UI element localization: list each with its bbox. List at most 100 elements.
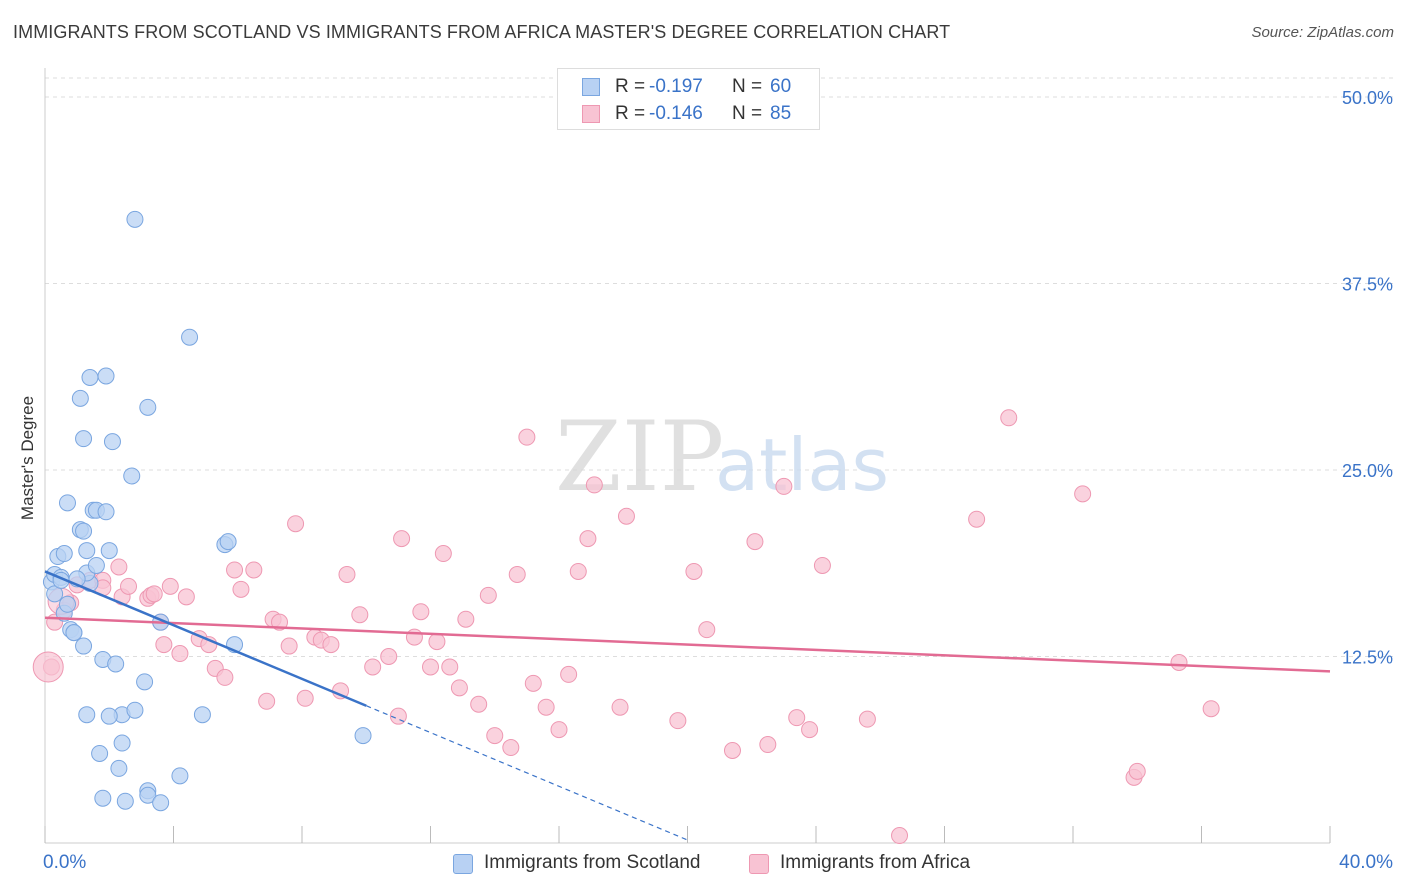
- scotland-point: [100, 707, 118, 725]
- africa-point: [412, 603, 430, 621]
- scotland-point: [75, 637, 93, 655]
- scotland-points: [42, 210, 372, 812]
- africa-point: [280, 637, 298, 655]
- bottom-legend-swatch-scotland: [453, 854, 473, 874]
- legend-swatch-scotland: [582, 78, 600, 96]
- scotland-point: [193, 706, 211, 724]
- africa-point: [171, 645, 189, 663]
- africa-point: [177, 588, 195, 606]
- africa-point: [245, 561, 263, 579]
- scotland-point: [55, 545, 73, 563]
- africa-point: [788, 709, 806, 727]
- africa-point: [322, 636, 340, 654]
- africa-point: [508, 565, 526, 583]
- x-tick-label-max: 40.0%: [1339, 852, 1393, 873]
- scotland-point: [107, 655, 125, 673]
- africa-point: [813, 556, 831, 574]
- bottom-legend-swatch-africa: [749, 854, 769, 874]
- africa-point: [550, 721, 568, 739]
- africa-point: [338, 565, 356, 583]
- scotland-point: [58, 494, 76, 512]
- africa-point: [434, 545, 452, 563]
- scotland-point: [126, 701, 144, 719]
- scotland-point: [97, 367, 115, 385]
- africa-point: [287, 515, 305, 533]
- africa-point: [801, 721, 819, 739]
- africa-point: [441, 658, 459, 676]
- chart-title: IMMIGRANTS FROM SCOTLAND VS IMMIGRANTS F…: [13, 22, 951, 42]
- africa-point: [389, 707, 407, 725]
- scotland-point: [123, 467, 141, 485]
- scotland-point: [81, 368, 99, 386]
- legend-r-label-africa: R =: [615, 103, 646, 124]
- africa-point: [1000, 409, 1018, 427]
- scotland-point: [136, 673, 154, 691]
- bottom-legend-label-africa: Immigrants from Africa: [780, 852, 971, 873]
- scotland-point: [91, 744, 109, 762]
- africa-point: [428, 633, 446, 651]
- africa-point: [858, 710, 876, 728]
- source-note: Source: ZipAtlas.com: [1251, 24, 1394, 41]
- scotland-trend-line: [44, 570, 367, 707]
- africa-point-cluster: [32, 651, 64, 683]
- scotland-point: [87, 556, 105, 574]
- africa-point: [1128, 762, 1146, 780]
- africa-point: [393, 530, 411, 548]
- scotland-point: [113, 734, 131, 752]
- africa-point: [518, 428, 536, 446]
- scotland-point: [152, 794, 170, 812]
- africa-point: [746, 533, 764, 551]
- scotland-point: [94, 789, 112, 807]
- africa-point: [537, 698, 555, 716]
- watermark-atlas: atlas: [715, 423, 889, 507]
- africa-trend-line: [44, 616, 1331, 673]
- africa-point: [405, 628, 423, 646]
- africa-point: [759, 736, 777, 754]
- africa-point: [685, 562, 703, 580]
- africa-point: [155, 636, 173, 654]
- africa-point: [524, 674, 542, 692]
- africa-point: [1170, 653, 1188, 671]
- scotland-point: [97, 503, 115, 521]
- africa-point: [216, 668, 234, 686]
- africa-point: [560, 665, 578, 683]
- bottom-legend-label-scotland: Immigrants from Scotland: [484, 852, 701, 873]
- y-axis-label: Master's Degree: [18, 395, 37, 521]
- africa-point: [479, 586, 497, 604]
- africa-point: [1074, 485, 1092, 503]
- africa-point: [891, 827, 909, 845]
- x-tick-label-min: 0.0%: [43, 852, 87, 873]
- scotland-point: [126, 210, 144, 228]
- legend-r-value-africa: -0.146: [649, 103, 703, 124]
- scotland-point: [354, 727, 372, 745]
- africa-point: [698, 621, 716, 639]
- correlation-legend: R = -0.197 N = 60 R = -0.146 N = 85: [557, 68, 820, 130]
- legend-r-label-scotland: R =: [615, 76, 646, 97]
- africa-point: [161, 577, 179, 595]
- scotland-point: [65, 624, 83, 642]
- y-tick-label: 37.5%: [1342, 275, 1393, 295]
- africa-point: [380, 648, 398, 665]
- scotland-point: [58, 595, 76, 613]
- scotland-point: [110, 759, 128, 777]
- africa-point: [120, 577, 138, 595]
- africa-point: [226, 561, 244, 579]
- scotland-trend-extension: [366, 705, 688, 841]
- africa-point: [486, 727, 504, 745]
- africa-point: [232, 580, 250, 598]
- africa-point: [775, 477, 793, 495]
- scotland-point: [100, 542, 118, 560]
- africa-point: [585, 476, 603, 494]
- scotland-point: [139, 786, 157, 804]
- africa-point: [364, 658, 382, 676]
- africa-point: [422, 658, 439, 676]
- africa-point: [1202, 700, 1220, 718]
- trend-lines: [44, 570, 1331, 841]
- y-tick-label: 12.5%: [1342, 648, 1393, 668]
- africa-point: [723, 741, 741, 759]
- scotland-point: [219, 533, 237, 551]
- africa-point: [617, 507, 635, 525]
- africa-point: [296, 689, 314, 707]
- scotland-point: [78, 706, 96, 724]
- y-tick-label: 50.0%: [1342, 88, 1393, 108]
